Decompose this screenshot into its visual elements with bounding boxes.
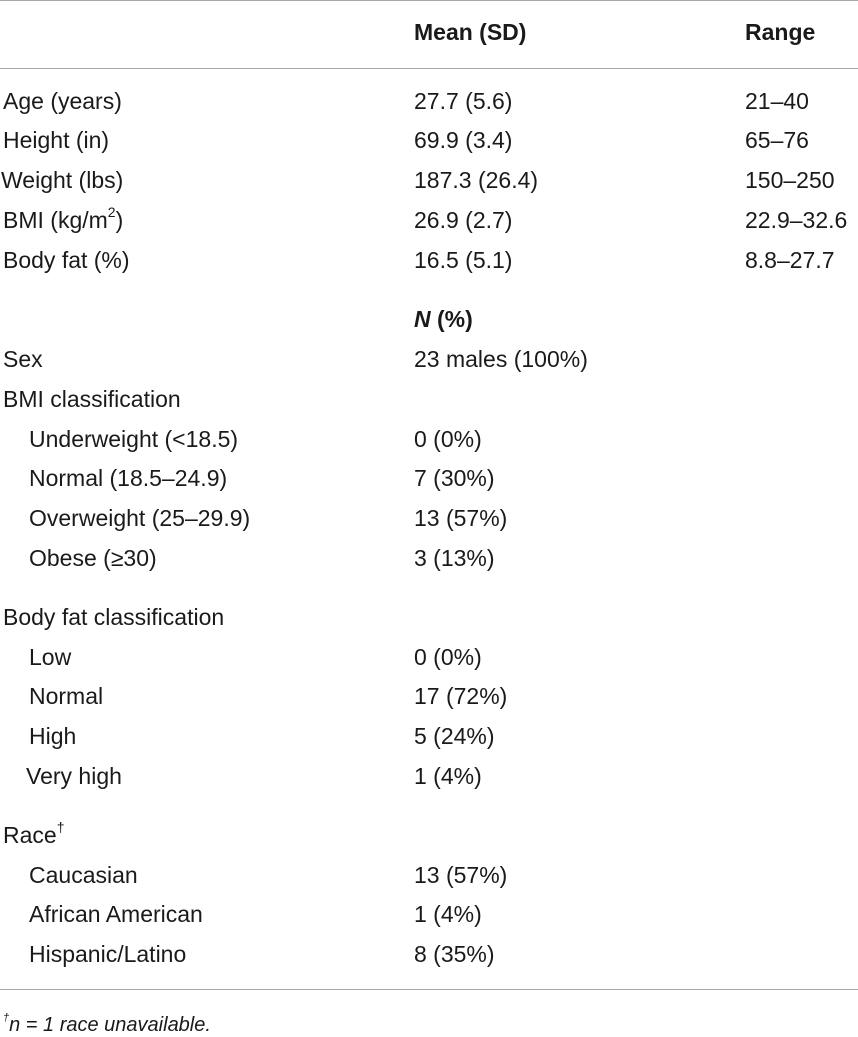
row-label-age: Age (years): [3, 88, 122, 114]
row-mean-weight: 187.3 (26.4): [414, 167, 539, 193]
row-value-obese: 3 (13%): [414, 545, 495, 571]
header-rule: [0, 68, 858, 69]
row-value-very-high: 1 (4%): [414, 763, 482, 789]
row-mean-bmi: 26.9 (2.7): [414, 207, 513, 233]
row-range-height: 65–76: [745, 127, 809, 153]
row-value-underweight: 0 (0%): [414, 426, 482, 452]
row-value-normal-bmi: 7 (30%): [414, 465, 495, 491]
row-label-bodyfat: Body fat (%): [3, 247, 130, 273]
row-range-bodyfat: 8.8–27.7: [745, 247, 835, 273]
row-label-caucasian: Caucasian: [29, 862, 138, 888]
row-label-weight: Weight (lbs): [1, 167, 124, 193]
header-mean-sd: Mean (SD): [414, 19, 527, 45]
row-range-bmi: 22.9–32.6: [745, 207, 848, 233]
row-value-normal-bodyfat: 17 (72%): [414, 683, 508, 709]
footnote-dagger: †: [3, 1012, 10, 1025]
table-top-rule: [0, 0, 858, 1]
row-mean-bodyfat: 16.5 (5.1): [414, 247, 513, 273]
section-race: Race†: [3, 819, 65, 848]
row-mean-age: 27.7 (5.6): [414, 88, 513, 114]
row-label-bmi: BMI (kg/m2): [3, 204, 124, 233]
row-value-sex: 23 males (100%): [414, 346, 588, 372]
row-label-normal-bodyfat: Normal: [29, 683, 104, 709]
row-range-age: 21–40: [745, 88, 809, 114]
row-label-normal-bmi: Normal (18.5–24.9): [29, 465, 228, 491]
n-percent-header: N (%): [414, 306, 473, 332]
section-bmi-classification: BMI classification: [3, 386, 181, 412]
row-label-high: High: [29, 723, 77, 749]
section-bodyfat-classification: Body fat classification: [3, 604, 225, 630]
row-range-weight: 150–250: [745, 167, 835, 193]
row-value-african-american: 1 (4%): [414, 901, 482, 927]
row-value-hispanic-latino: 8 (35%): [414, 941, 495, 967]
table-bottom-rule: [0, 989, 858, 990]
header-range: Range: [745, 19, 816, 45]
row-label-low: Low: [29, 644, 72, 670]
row-value-high: 5 (24%): [414, 723, 495, 749]
row-label-underweight: Underweight (<18.5): [29, 426, 239, 452]
row-label-sex: Sex: [3, 346, 43, 372]
row-mean-height: 69.9 (3.4): [414, 127, 513, 153]
row-label-obese: Obese (≥30): [29, 545, 157, 571]
row-label-very-high: Very high: [26, 763, 122, 789]
row-value-overweight: 13 (57%): [414, 505, 508, 531]
row-label-overweight: Overweight (25–29.9): [29, 505, 251, 531]
row-label-african-american: African American: [29, 901, 203, 927]
row-value-low: 0 (0%): [414, 644, 482, 670]
row-label-height: Height (in): [3, 127, 110, 153]
dagger-marker: †: [56, 819, 65, 836]
row-label-hispanic-latino: Hispanic/Latino: [29, 941, 187, 967]
row-value-caucasian: 13 (57%): [414, 862, 508, 888]
footnote: †n = 1 race unavailable.: [3, 1012, 211, 1036]
